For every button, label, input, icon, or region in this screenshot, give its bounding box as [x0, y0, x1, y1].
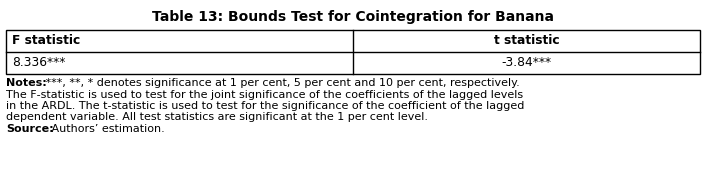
- Bar: [6, 30, 700, 74]
- Text: F statistic: F statistic: [12, 35, 80, 48]
- Text: Authors’ estimation.: Authors’ estimation.: [48, 124, 164, 134]
- Text: Source:: Source:: [6, 124, 54, 134]
- Text: Notes:: Notes:: [6, 78, 47, 88]
- Text: -3.84***: -3.84***: [501, 57, 551, 70]
- Text: Table 13: Bounds Test for Cointegration for Banana: Table 13: Bounds Test for Cointegration …: [152, 10, 554, 24]
- Text: in the ARDL. The t-statistic is used to test for the significance of the coeffic: in the ARDL. The t-statistic is used to …: [6, 101, 525, 111]
- Text: The F-statistic is used to test for the joint significance of the coefficients o: The F-statistic is used to test for the …: [6, 89, 523, 99]
- Text: dependent variable. All test statistics are significant at the 1 per cent level.: dependent variable. All test statistics …: [6, 112, 428, 123]
- Text: ***, **, * denotes significance at 1 per cent, 5 per cent and 10 per cent, respe: ***, **, * denotes significance at 1 per…: [42, 78, 520, 88]
- Text: t statistic: t statistic: [493, 35, 559, 48]
- Text: 8.336***: 8.336***: [12, 57, 66, 70]
